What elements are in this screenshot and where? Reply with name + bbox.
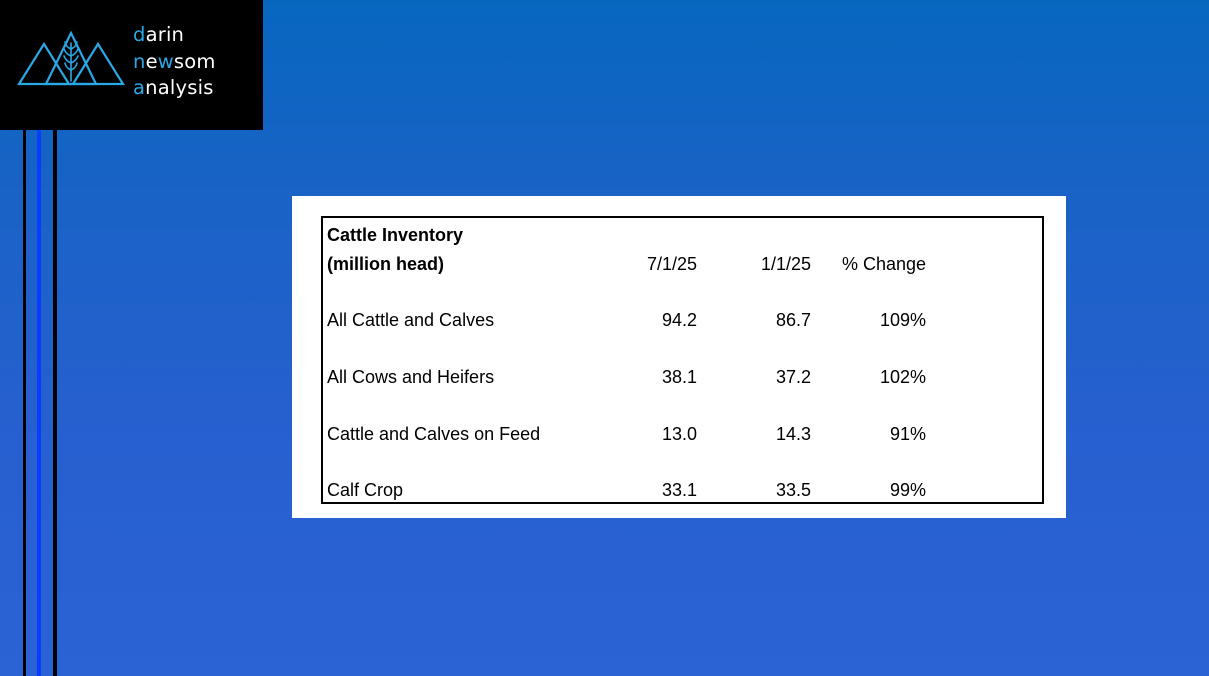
row-label: Cattle and Calves on Feed <box>327 424 541 444</box>
brand-line-darin: darin <box>133 22 216 49</box>
row-value: 102% <box>879 367 926 387</box>
brand-word-rest: som <box>173 49 216 73</box>
brand-initial: n <box>133 49 146 73</box>
mountains-wheat-logo-icon <box>17 30 125 86</box>
decorative-stripe-left <box>23 130 26 676</box>
table-subtitle: (million head) <box>327 254 444 274</box>
row-value: 33.1 <box>661 480 697 500</box>
row-value: 91% <box>889 424 926 444</box>
row-label: All Cows and Heifers <box>327 367 495 387</box>
decorative-stripe-blue <box>37 130 41 676</box>
brand-line-analysis: analysis <box>133 75 216 102</box>
brand-wordmark: darin newsom analysis <box>133 22 216 102</box>
decorative-stripe-right <box>53 130 57 676</box>
row-value: 37.2 <box>775 367 811 387</box>
row-value: 99% <box>889 480 926 500</box>
column-header-jul: 7/1/25 <box>646 254 697 274</box>
row-value: 33.5 <box>775 480 811 500</box>
table-title: Cattle Inventory <box>327 225 464 245</box>
row-label: All Cattle and Calves <box>327 310 495 330</box>
brand-word-rest: nalysis <box>145 76 214 99</box>
cattle-inventory-table: Cattle Inventory (million head) 7/1/25 1… <box>321 216 1044 504</box>
row-value: 13.0 <box>661 424 697 444</box>
row-value: 86.7 <box>775 310 811 330</box>
column-header-change: % Change <box>841 254 926 274</box>
brand-word-rest: arin <box>145 23 185 46</box>
brand-logo: darin newsom analysis <box>0 0 263 130</box>
brand-line-newsom: newsom <box>133 49 216 76</box>
row-value: 94.2 <box>661 310 697 330</box>
row-value: 109% <box>879 310 926 330</box>
row-label: Calf Crop <box>327 480 404 500</box>
cattle-inventory-table-card: Cattle Inventory (million head) 7/1/25 1… <box>292 196 1066 518</box>
brand-initial: a <box>133 76 146 99</box>
column-header-jan: 1/1/25 <box>760 254 811 274</box>
brand-accent-letter: w <box>157 49 174 73</box>
brand-initial: d <box>133 23 146 46</box>
row-value: 38.1 <box>661 367 697 387</box>
row-value: 14.3 <box>775 424 811 444</box>
brand-word-part: e <box>145 49 158 73</box>
